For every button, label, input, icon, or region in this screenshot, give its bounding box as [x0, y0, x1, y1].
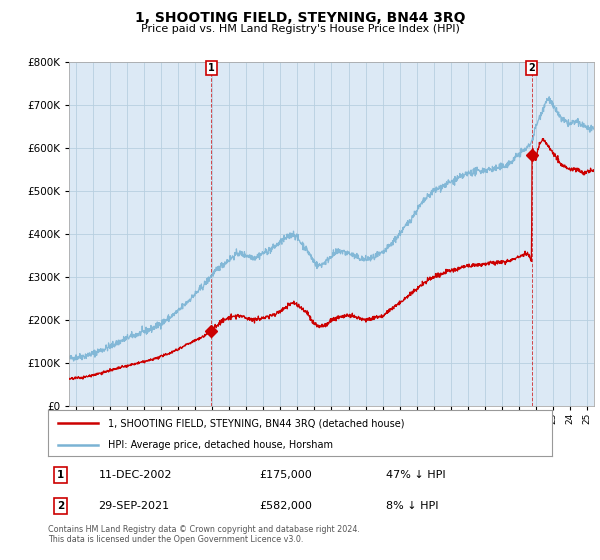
Text: 8% ↓ HPI: 8% ↓ HPI	[386, 501, 438, 511]
Text: 11-DEC-2002: 11-DEC-2002	[98, 470, 172, 480]
Text: Contains HM Land Registry data © Crown copyright and database right 2024.
This d: Contains HM Land Registry data © Crown c…	[48, 525, 360, 544]
Text: £175,000: £175,000	[260, 470, 313, 480]
Text: HPI: Average price, detached house, Horsham: HPI: Average price, detached house, Hors…	[109, 440, 334, 450]
Text: 1: 1	[57, 470, 64, 480]
Text: 47% ↓ HPI: 47% ↓ HPI	[386, 470, 445, 480]
Text: 1: 1	[208, 63, 215, 73]
Text: 29-SEP-2021: 29-SEP-2021	[98, 501, 170, 511]
Text: 2: 2	[57, 501, 64, 511]
Text: Price paid vs. HM Land Registry's House Price Index (HPI): Price paid vs. HM Land Registry's House …	[140, 24, 460, 34]
Text: 1, SHOOTING FIELD, STEYNING, BN44 3RQ: 1, SHOOTING FIELD, STEYNING, BN44 3RQ	[135, 11, 465, 25]
Text: 2: 2	[529, 63, 535, 73]
Text: 1, SHOOTING FIELD, STEYNING, BN44 3RQ (detached house): 1, SHOOTING FIELD, STEYNING, BN44 3RQ (d…	[109, 418, 405, 428]
Text: £582,000: £582,000	[260, 501, 313, 511]
